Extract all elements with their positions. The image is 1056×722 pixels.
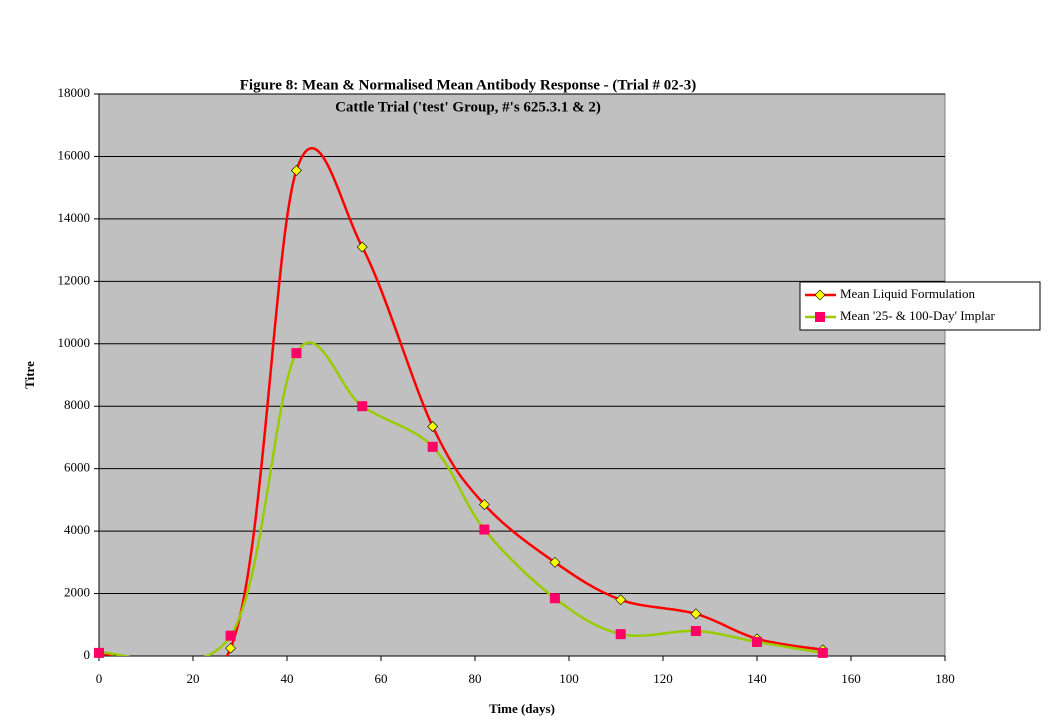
marker bbox=[549, 556, 561, 568]
y-tick-label: 14000 bbox=[58, 210, 91, 225]
y-tick-label: 4000 bbox=[64, 522, 90, 537]
marker bbox=[478, 499, 490, 510]
x-tick-label: 40 bbox=[281, 671, 294, 686]
legend-marker bbox=[815, 312, 825, 322]
marker bbox=[225, 630, 236, 641]
y-tick-label: 12000 bbox=[58, 272, 91, 287]
marker bbox=[356, 241, 368, 253]
marker bbox=[357, 401, 368, 412]
marker bbox=[427, 421, 439, 432]
plot-area bbox=[98, 93, 946, 657]
legend-box bbox=[799, 281, 1041, 331]
x-tick-label: 60 bbox=[375, 671, 388, 686]
x-tick-label: 160 bbox=[841, 671, 861, 686]
x-tick-label: 20 bbox=[187, 671, 200, 686]
y-tick-label: 2000 bbox=[64, 585, 90, 600]
marker bbox=[427, 441, 438, 452]
x-tick-label: 0 bbox=[96, 671, 103, 686]
marker bbox=[690, 626, 701, 637]
y-tick-label: 18000 bbox=[58, 85, 91, 100]
y-axis-label: Titre bbox=[22, 361, 37, 389]
marker bbox=[225, 642, 237, 654]
series-line bbox=[99, 147, 824, 656]
marker bbox=[549, 593, 560, 604]
x-tick-label: 80 bbox=[469, 671, 482, 686]
marker bbox=[291, 348, 302, 359]
legend-label: Mean '25- & 100-Day' Implar bbox=[840, 308, 996, 323]
marker bbox=[752, 636, 762, 647]
marker bbox=[817, 647, 828, 658]
x-tick-label: 120 bbox=[653, 671, 673, 686]
legend-label: Mean Liquid Formulation bbox=[840, 286, 976, 301]
chart-subtitle: Cattle Trial ('test' Group, #'s 625.3.1 … bbox=[335, 99, 601, 115]
marker bbox=[615, 594, 627, 606]
marker bbox=[479, 524, 490, 535]
marker bbox=[290, 165, 302, 176]
x-tick-label: 180 bbox=[935, 671, 955, 686]
marker bbox=[690, 608, 702, 620]
x-axis-label: Time (days) bbox=[489, 701, 555, 716]
legend-marker bbox=[814, 289, 826, 301]
y-tick-label: 10000 bbox=[58, 335, 91, 350]
chart-title: Figure 8: Mean & Normalised Mean Antibod… bbox=[240, 77, 697, 93]
marker bbox=[615, 629, 626, 640]
x-tick-label: 100 bbox=[559, 671, 579, 686]
marker bbox=[94, 647, 104, 658]
y-tick-label: 0 bbox=[84, 647, 91, 662]
x-tick-label: 140 bbox=[747, 671, 767, 686]
y-tick-label: 16000 bbox=[58, 147, 91, 162]
y-tick-label: 8000 bbox=[64, 397, 90, 412]
y-tick-label: 6000 bbox=[64, 460, 90, 475]
